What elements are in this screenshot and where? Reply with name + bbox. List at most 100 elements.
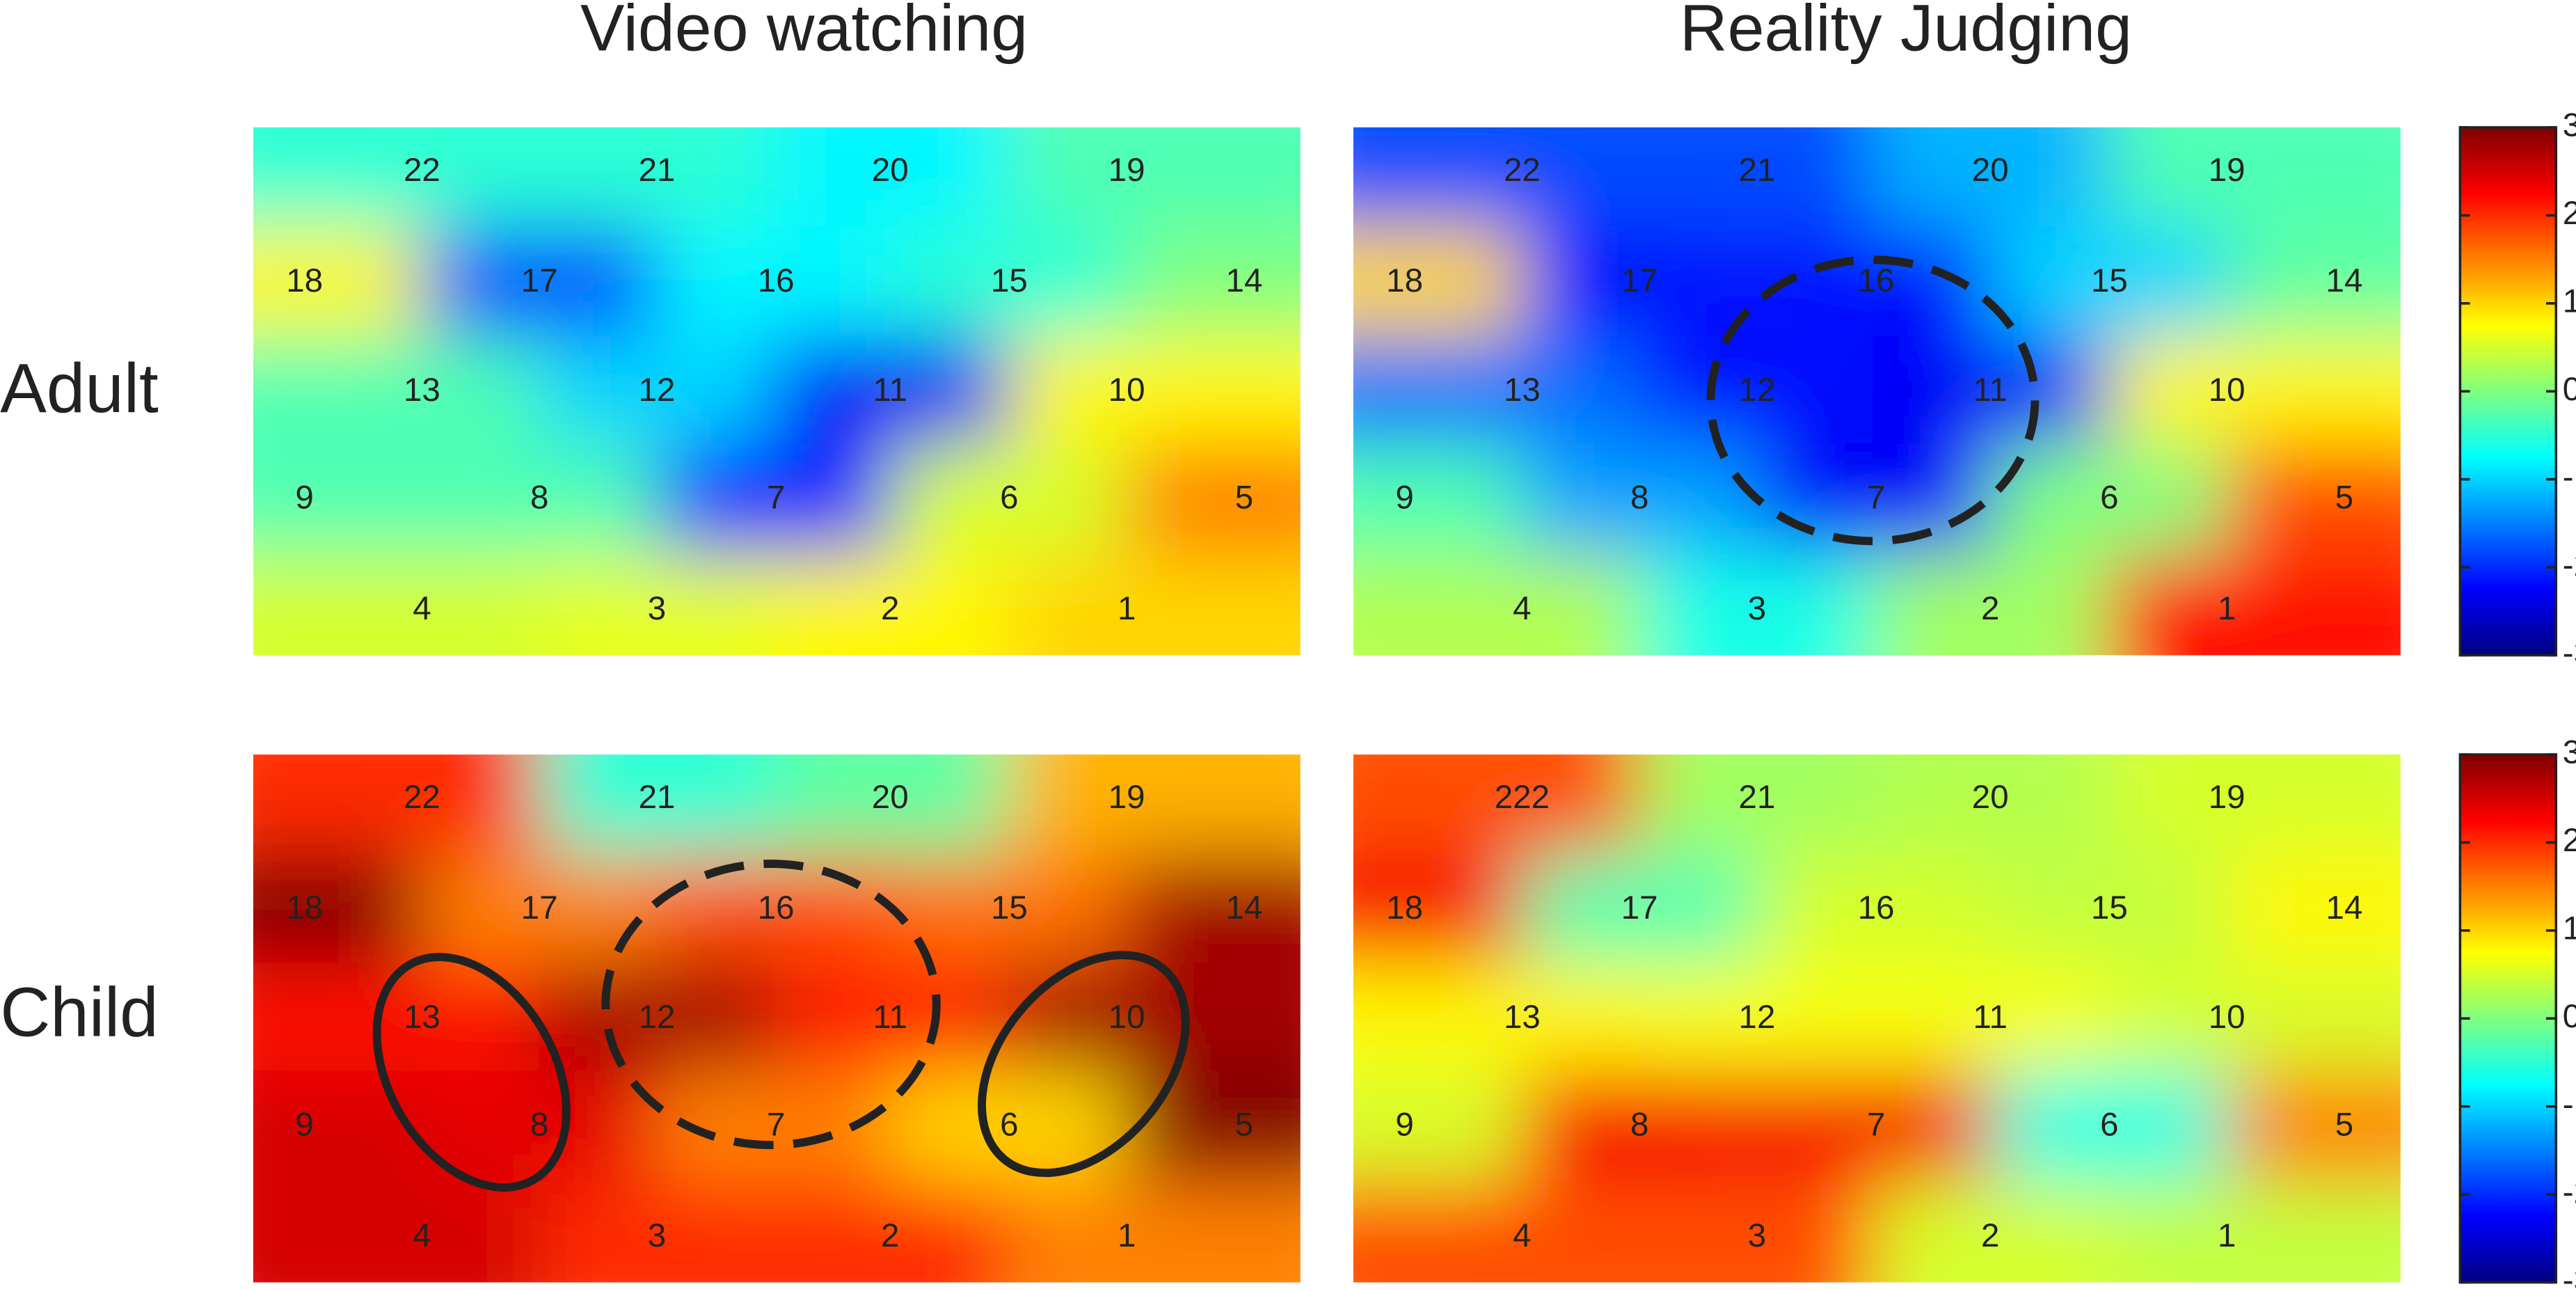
colorbar-tick-label: 2 xyxy=(2563,195,2576,232)
channel-label: 21 xyxy=(1739,152,1776,189)
channel-label: 1 xyxy=(1118,590,1136,627)
channel-cell xyxy=(1991,443,2227,556)
channel-cell xyxy=(891,853,1127,967)
channel-label: 8 xyxy=(1630,1107,1648,1144)
channel-label: 17 xyxy=(521,889,558,926)
channel-cell xyxy=(1873,127,2108,229)
channel-label: 20 xyxy=(1972,152,2009,189)
channel-label: 19 xyxy=(2209,152,2245,189)
channel-label: 7 xyxy=(1867,480,1885,516)
channel-label: 12 xyxy=(639,999,676,1036)
channel-label: 10 xyxy=(1108,999,1145,1036)
channel-label: 14 xyxy=(2326,262,2363,299)
channel-cell xyxy=(539,554,774,656)
channel-label: 2 xyxy=(1981,590,1999,627)
channel-label: 20 xyxy=(872,152,909,189)
channel-cell xyxy=(2109,335,2401,449)
channel-label: 21 xyxy=(639,152,676,189)
channel-label: 7 xyxy=(767,1107,785,1144)
channel-label: 18 xyxy=(1386,889,1423,926)
channel-label: 9 xyxy=(1395,480,1413,516)
channel-cell xyxy=(1127,1070,1301,1183)
channel-label: 11 xyxy=(1973,372,2007,409)
channel-cell xyxy=(1127,226,1301,340)
channel-cell xyxy=(253,443,422,556)
channel-cell xyxy=(1873,554,2108,656)
channel-cell xyxy=(1353,963,1640,1076)
heatmap-field xyxy=(253,754,1301,1283)
channel-cell xyxy=(253,1181,540,1283)
channel-label: 3 xyxy=(1748,1217,1766,1254)
channel-cell xyxy=(1522,226,1757,340)
colorbar-tick-label: 0 xyxy=(2563,371,2576,408)
channel-cell xyxy=(422,226,658,340)
channel-cell xyxy=(539,335,774,449)
channel-cell xyxy=(772,335,1008,449)
channel-label: 10 xyxy=(1108,372,1145,409)
channel-cell xyxy=(772,963,1008,1076)
channel-label: 14 xyxy=(1226,889,1263,926)
channel-label: 7 xyxy=(767,480,785,516)
channel-cell xyxy=(253,226,422,340)
channel-cell xyxy=(1353,226,1522,340)
channel-cell xyxy=(253,335,540,449)
colorbar-tick-label: 1 xyxy=(2563,910,2576,947)
channel-label: 5 xyxy=(1235,480,1253,516)
channel-label: 1 xyxy=(2218,1217,2236,1254)
channel-label: 16 xyxy=(758,262,795,299)
channel-cell xyxy=(1009,335,1301,449)
channel-cell xyxy=(1353,1181,1640,1283)
channel-label: 15 xyxy=(991,262,1028,299)
channel-label: 22 xyxy=(1504,152,1541,189)
channel-cell xyxy=(1639,963,1875,1076)
colorbar-tick-label: 3 xyxy=(2563,107,2576,144)
channel-cell xyxy=(2109,1181,2401,1283)
channel-label: 17 xyxy=(1621,889,1658,926)
channel-label: 11 xyxy=(1973,999,2007,1036)
channel-label: 5 xyxy=(1235,1107,1253,1144)
channel-cell xyxy=(1009,127,1301,229)
channel-label: 9 xyxy=(1395,1107,1413,1144)
colorbar xyxy=(2458,126,2558,657)
channel-label: 4 xyxy=(413,1217,431,1254)
channel-cell xyxy=(1639,127,1875,229)
channel-cell xyxy=(2227,443,2401,556)
column-title: Reality Judging xyxy=(1680,0,2132,65)
channel-cell xyxy=(1353,554,1640,656)
channel-label: 13 xyxy=(1504,999,1541,1036)
channel-label: 6 xyxy=(1000,480,1018,516)
channel-label: 10 xyxy=(2209,372,2245,409)
channel-cell xyxy=(253,1070,422,1183)
heatmap xyxy=(253,754,1301,1283)
channel-label: 6 xyxy=(1000,1107,1018,1144)
colorbar-tick-label: -3 xyxy=(2563,635,2576,672)
channel-label: 7 xyxy=(1867,1107,1885,1144)
channel-label: 11 xyxy=(873,372,907,409)
channel-cell xyxy=(2109,554,2401,656)
channel-label: 19 xyxy=(2209,779,2245,816)
channel-label: 13 xyxy=(404,999,440,1036)
channel-cell xyxy=(1522,1070,1757,1183)
channel-cell xyxy=(1873,963,2108,1076)
channel-cell xyxy=(253,754,540,856)
channel-cell xyxy=(891,226,1127,340)
channel-label: 15 xyxy=(2091,262,2128,299)
heatmap xyxy=(1353,127,2401,656)
channel-label: 18 xyxy=(1386,262,1423,299)
channel-label: 2 xyxy=(881,1217,899,1254)
channel-cell xyxy=(2109,963,2401,1076)
channel-label: 8 xyxy=(1630,480,1648,516)
channel-cell xyxy=(1758,1070,1994,1183)
channel-cell xyxy=(1009,754,1301,856)
heatmap-field xyxy=(1353,127,2401,656)
colorbar-tick-label: -1 xyxy=(2563,459,2576,496)
channel-cell xyxy=(2109,754,2401,856)
channel-label: 13 xyxy=(404,372,440,409)
channel-cell xyxy=(1353,127,1640,229)
channel-label: 10 xyxy=(2209,999,2245,1036)
